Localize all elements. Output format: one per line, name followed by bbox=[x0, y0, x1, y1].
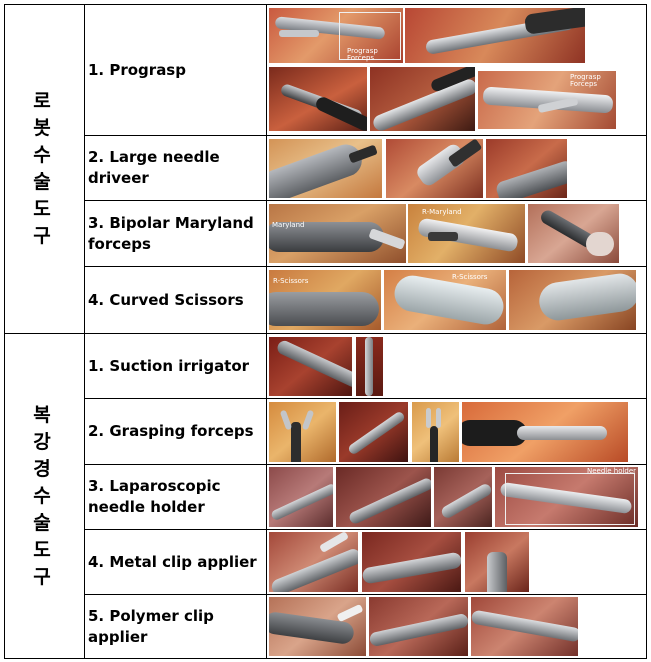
instrument-name-laparoscopic-needle-holder: 3. Laparoscopic needle holder bbox=[88, 477, 221, 516]
table-border-left bbox=[4, 4, 5, 659]
surgical-image-needle-driver-3 bbox=[486, 139, 567, 198]
category-char: 구 bbox=[33, 225, 51, 247]
category-char: 술 bbox=[33, 171, 51, 193]
instrument-name-prograsp: 1. Prograsp bbox=[88, 60, 186, 79]
category-char: 술 bbox=[33, 511, 51, 534]
instrument-name-bipolar-maryland: 3. Bipolar Maryland forceps bbox=[88, 213, 254, 253]
surgical-image-prograsp-3 bbox=[269, 67, 367, 131]
surgical-image-scissors-1: R-Scissors bbox=[269, 270, 381, 330]
surgical-image-grasping-2 bbox=[339, 402, 408, 462]
table-column-divider bbox=[266, 4, 267, 659]
table-row-divider bbox=[84, 594, 647, 595]
surgical-image-metal-clip-3 bbox=[465, 532, 529, 592]
table-border-bottom bbox=[4, 658, 647, 659]
surgical-image-scissors-2: R-Scissors bbox=[384, 270, 506, 330]
overlay-label: R-Scissors bbox=[273, 277, 309, 285]
surgical-image-grasping-3 bbox=[412, 402, 459, 462]
category-char: 경 bbox=[33, 457, 51, 480]
surgical-image-grasping-1 bbox=[269, 402, 336, 462]
surgical-image-polymer-clip-3 bbox=[471, 597, 578, 656]
surgical-image-needle-holder-3 bbox=[434, 467, 492, 527]
overlay-label: Prograsp Forceps bbox=[570, 73, 601, 88]
category-char: 수 bbox=[33, 484, 51, 507]
category-char: 도 bbox=[33, 198, 51, 220]
surgical-image-maryland-2: R-Maryland bbox=[408, 204, 525, 263]
overlay-label: R-Scissors bbox=[452, 273, 488, 281]
category-char: 도 bbox=[33, 538, 51, 561]
surgical-image-prograsp-4 bbox=[370, 67, 475, 131]
overlay-label: Maryland bbox=[272, 221, 305, 229]
surgical-image-metal-clip-1 bbox=[269, 532, 358, 592]
instrument-name-suction-irrigator: 1. Suction irrigator bbox=[88, 356, 250, 375]
category-laparoscopic: 복 강 경 수 술 도 구 bbox=[0, 334, 84, 658]
category-char: 복 bbox=[33, 403, 51, 426]
table-row-divider bbox=[84, 135, 647, 136]
table-category-divider bbox=[4, 333, 647, 334]
surgical-image-suction-1 bbox=[269, 337, 352, 396]
surgical-image-polymer-clip-2 bbox=[369, 597, 468, 656]
overlay-label: Needle holder bbox=[587, 467, 637, 475]
instrument-name-curved-scissors: 4. Curved Scissors bbox=[88, 290, 244, 309]
instrument-name-polymer-clip-applier: 5. Polymer clip applier bbox=[88, 607, 214, 646]
surgical-image-suction-2 bbox=[356, 337, 383, 396]
category-robotic: 로 봇 수 술 도 구 bbox=[0, 5, 84, 333]
surgical-image-needle-holder-4: Needle holder bbox=[495, 467, 638, 527]
surgical-image-needle-driver-2 bbox=[386, 139, 483, 198]
instrument-name-grasping-forceps: 2. Grasping forceps bbox=[88, 422, 254, 440]
category-char: 구 bbox=[33, 565, 51, 588]
category-char: 봇 bbox=[33, 117, 51, 139]
overlay-label: R-Maryland bbox=[422, 208, 462, 216]
surgical-image-prograsp-2 bbox=[405, 8, 585, 63]
overlay-label: Prograsp Forceps bbox=[347, 47, 378, 62]
surgical-image-maryland-1: Maryland bbox=[269, 204, 406, 263]
table-row-divider bbox=[84, 464, 647, 465]
category-char: 강 bbox=[33, 430, 51, 453]
table-row-divider bbox=[84, 200, 647, 201]
surgical-image-polymer-clip-1 bbox=[269, 597, 366, 656]
table-border-top bbox=[4, 4, 647, 5]
category-char: 로 bbox=[33, 90, 51, 112]
surgical-image-maryland-3 bbox=[528, 204, 619, 263]
table-column-divider bbox=[84, 4, 85, 659]
table-row-divider bbox=[84, 529, 647, 530]
surgical-image-metal-clip-2 bbox=[362, 532, 461, 592]
surgical-image-needle-holder-1 bbox=[269, 467, 333, 527]
surgical-image-needle-driver-1 bbox=[269, 139, 382, 198]
surgical-image-scissors-3 bbox=[509, 270, 636, 330]
table-border-right bbox=[646, 4, 647, 659]
table-row-divider bbox=[84, 398, 647, 399]
category-char: 수 bbox=[33, 144, 51, 166]
surgical-image-grasping-4 bbox=[462, 402, 628, 462]
table-row-divider bbox=[84, 266, 647, 267]
instrument-name-large-needle-driver: 2. Large needle driveer bbox=[88, 148, 220, 187]
surgical-image-prograsp-5: Prograsp Forceps bbox=[478, 71, 616, 129]
instrument-name-metal-clip-applier: 4. Metal clip applier bbox=[88, 552, 257, 571]
surgical-image-prograsp-1: Prograsp Forceps bbox=[269, 8, 403, 63]
surgical-image-needle-holder-2 bbox=[336, 467, 431, 527]
